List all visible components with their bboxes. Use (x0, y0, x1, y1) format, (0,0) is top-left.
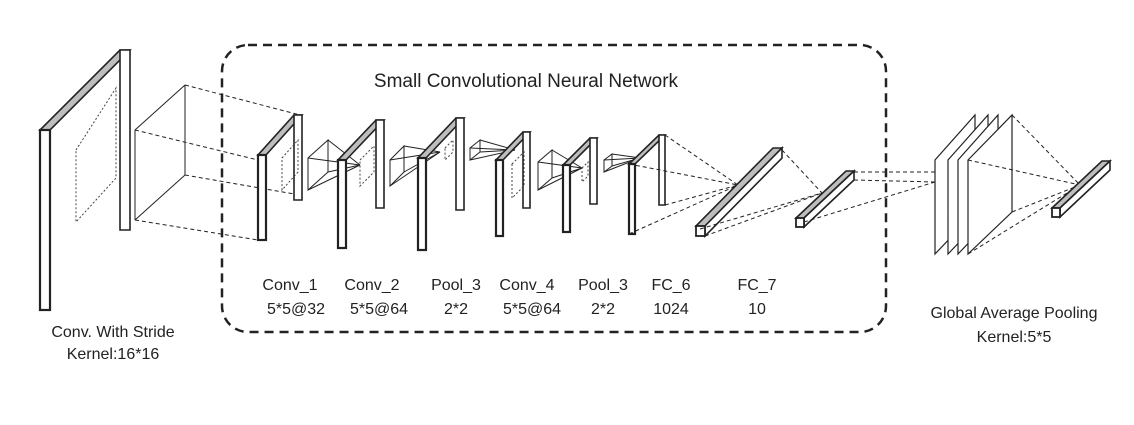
pool3b-feature-map (561, 137, 599, 234)
output-feature-stack (934, 113, 1013, 256)
pool3-feature-map (416, 117, 466, 252)
gap-projection-lines (967, 114, 1081, 255)
input-feature-map (38, 49, 132, 312)
input-projection-lines (134, 84, 301, 241)
output-label-line1: Global Average Pooling (931, 305, 1098, 322)
small-cnn-boundary (220, 43, 888, 334)
fc6-input-map (627, 134, 667, 236)
layer-name-fc6: FC_6 (651, 277, 690, 294)
input-kernel-window (75, 86, 117, 224)
conv2-kernel-window (359, 144, 375, 188)
output-label-line2: Kernel:5*5 (977, 329, 1052, 346)
output-vector (1049, 159, 1113, 219)
diagram-title: Small Convolutional Neural Network (374, 71, 679, 92)
fc6-projection-lines (628, 134, 739, 235)
input-projection-frame (134, 84, 186, 221)
layer-name-pool3b: Pool_3 (578, 277, 628, 294)
layer-param-conv4: 5*5@64 (503, 301, 561, 318)
fc7-to-output-lines (803, 171, 936, 223)
layer-name-pool3: Pool_3 (431, 277, 481, 294)
layer-name-conv2: Conv_2 (344, 277, 399, 294)
conv1-to-conv2-projection (307, 138, 361, 192)
pool3b-kernel-window (581, 160, 589, 184)
layer-param-pool3b: 2*2 (591, 301, 615, 318)
layer-name-conv1: Conv_1 (262, 277, 317, 294)
fc7-vector (793, 169, 857, 229)
layer-name-fc7: FC_7 (737, 277, 776, 294)
conv4-feature-map (494, 131, 532, 238)
layer-param-fc6: 1024 (653, 301, 689, 318)
layer-param-conv1: 5*5@32 (267, 301, 325, 318)
conv1-kernel-window (281, 138, 299, 192)
layer-param-fc7: 10 (748, 301, 766, 318)
fc6-vector (694, 146, 784, 238)
fc6-to-fc7-lines (699, 149, 823, 237)
conv4-to-pool3b-projection (537, 148, 583, 192)
input-label-line1: Conv. With Stride (51, 324, 174, 341)
pool3-kernel-window (444, 138, 454, 162)
conv1-feature-map (256, 114, 304, 242)
conv2-feature-map (336, 119, 386, 250)
layer-name-conv4: Conv_4 (499, 277, 554, 294)
layer-param-pool3: 2*2 (444, 301, 468, 318)
layer-param-conv2: 5*5@64 (350, 301, 408, 318)
input-label-line2: Kernel:16*16 (67, 346, 160, 363)
